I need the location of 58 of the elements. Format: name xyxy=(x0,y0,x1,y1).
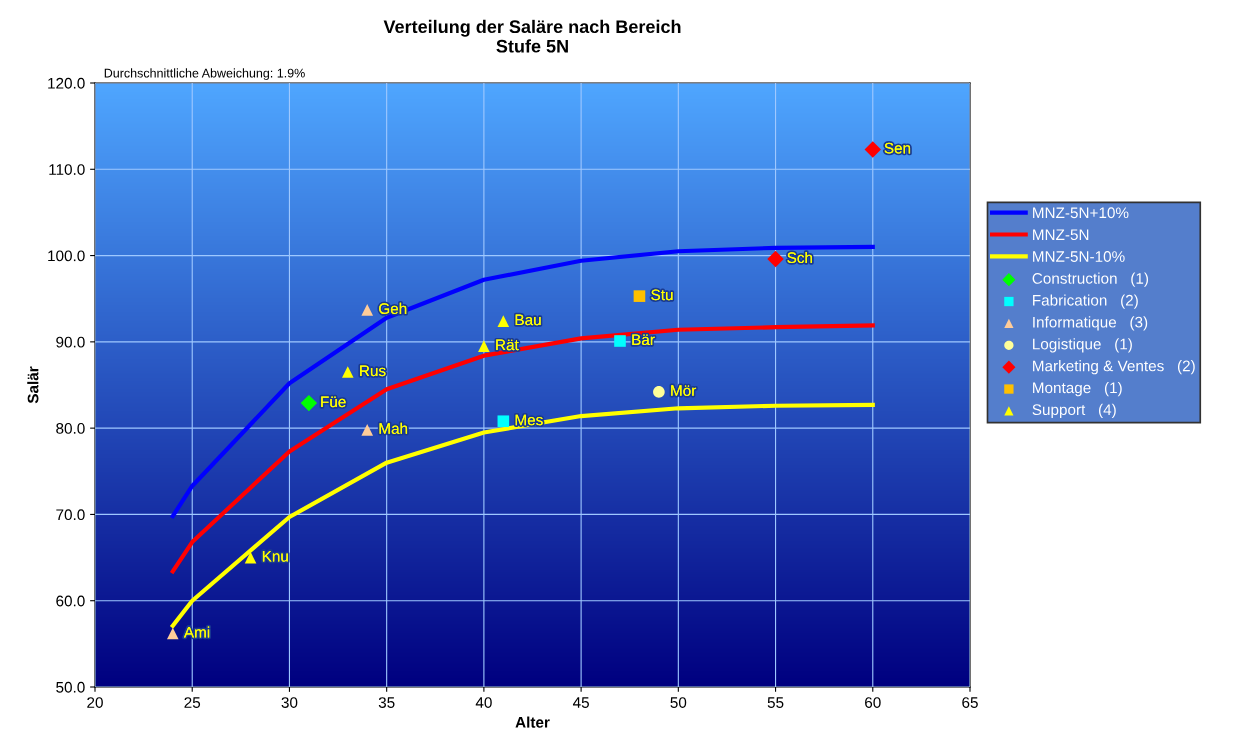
x-tick-label: 45 xyxy=(572,697,589,708)
x-axis-title: Alter xyxy=(515,716,550,728)
annotation: Sch xyxy=(787,251,812,264)
y-tick-label: 80.0 xyxy=(56,423,85,434)
y-tick-label: 110.0 xyxy=(49,164,85,175)
annotation: Sen xyxy=(884,142,911,154)
annotation: Mah xyxy=(379,422,408,434)
point xyxy=(341,366,354,378)
x-tick-label: 65 xyxy=(962,697,978,708)
annotation: Bau xyxy=(515,314,541,326)
point xyxy=(300,394,318,412)
y-tick-label: 90.0 xyxy=(56,336,85,348)
annotation: Knu xyxy=(262,551,288,562)
legend-label: MNZ-5N+10% xyxy=(1033,207,1129,219)
legend-label: Montage (1) xyxy=(1033,381,1122,397)
y-tick-label: 100.0 xyxy=(48,250,85,262)
legend-label: Fabrication (2) xyxy=(1033,294,1138,309)
point xyxy=(633,290,646,302)
point xyxy=(361,424,374,436)
point xyxy=(864,141,881,158)
point xyxy=(497,315,510,327)
x-tick-label: 40 xyxy=(475,697,492,708)
x-tick-label: 30 xyxy=(281,697,298,708)
legend-label: Support (4) xyxy=(1032,403,1116,419)
x-tick-label: 20 xyxy=(87,697,103,708)
annotation: Rus xyxy=(360,365,386,377)
legend-label: MNZ-5N-10% xyxy=(1033,251,1125,262)
legend-label: Construction (1) xyxy=(1032,272,1149,287)
legend-label: Marketing & Ventes (2) xyxy=(1033,360,1195,375)
point xyxy=(767,250,784,268)
annotation: Füe xyxy=(321,396,346,408)
x-tick-label: 60 xyxy=(865,697,881,708)
annotation: Mör xyxy=(671,385,697,396)
annotation: Stu xyxy=(651,289,673,301)
y-tick-label: 50.0 xyxy=(56,681,85,693)
annotation: Geh xyxy=(379,302,407,315)
legend-label: MNZ-5N xyxy=(1033,229,1089,241)
y-axis-title: Salär xyxy=(27,366,39,404)
point xyxy=(361,304,374,316)
y-tick-label: 70.0 xyxy=(56,509,85,521)
chart-title: Verteilung der Saläre nach Bereich Stufe 5N xyxy=(383,19,681,53)
x-tick-label: 25 xyxy=(184,697,201,708)
legend-label: Informatique (3) xyxy=(1033,316,1148,331)
point xyxy=(653,386,665,398)
x-tick-label: 35 xyxy=(378,697,395,708)
point xyxy=(614,335,626,347)
y-tick-label: 60.0 xyxy=(56,595,85,607)
point xyxy=(497,415,510,428)
annotation: Bär xyxy=(632,334,655,346)
legend-label: Logistique (1) xyxy=(1033,338,1132,353)
line-series xyxy=(170,244,875,519)
x-tick-label: 50 xyxy=(670,697,687,708)
point xyxy=(478,340,490,352)
point xyxy=(166,627,179,640)
text: Durchschnittliche Abweichung: 1.9% xyxy=(104,68,305,80)
annotation: Rät xyxy=(496,339,519,351)
x-tick-label: 55 xyxy=(767,697,784,708)
y-tick-label: 120.0 xyxy=(48,77,85,89)
